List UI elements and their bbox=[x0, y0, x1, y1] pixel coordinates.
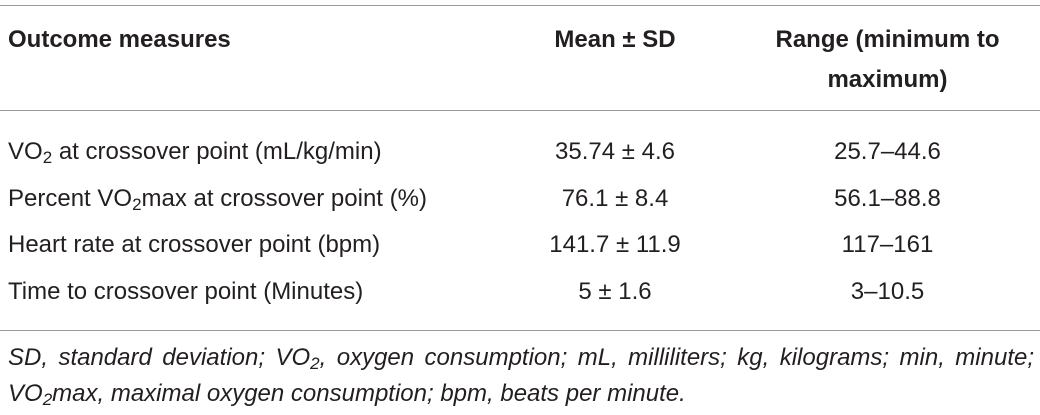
row-label: Time to crossover point (Minutes) bbox=[8, 269, 363, 315]
footnote: SD, standard deviation; VO2, oxygen cons… bbox=[8, 340, 1034, 412]
subscript: 2 bbox=[42, 148, 53, 167]
row-label: Percent VO2max at crossover point (%) bbox=[8, 176, 427, 222]
cell-value: 141.7 ± 11.9 bbox=[549, 231, 681, 259]
subscript: 2 bbox=[132, 194, 142, 214]
text-part: max at crossover point (%) bbox=[141, 184, 427, 212]
top-rule bbox=[0, 5, 1040, 6]
cell-value: 3–10.5 bbox=[850, 278, 925, 306]
header-cell: Range (minimum to maximum) bbox=[775, 26, 1000, 93]
cell-value: 35.74 ± 4.6 bbox=[555, 138, 675, 165]
text-part: VO bbox=[8, 138, 43, 165]
text-part: Percent VO bbox=[8, 184, 133, 212]
text-part: max, maximal oxygen consumption; bpm, be… bbox=[52, 380, 686, 407]
text-part: SD, standard deviation; VO bbox=[8, 344, 311, 371]
bottom-rule bbox=[0, 330, 1040, 331]
cell-value: 56.1–88.8 bbox=[834, 184, 941, 212]
header-cell: Mean ± SD bbox=[554, 26, 676, 53]
text-part: Heart rate at crossover point (bpm) bbox=[8, 231, 381, 259]
subscript: 2 bbox=[42, 390, 53, 409]
header-cell: Outcome measures bbox=[8, 26, 231, 53]
cell-value: 25.7–44.6 bbox=[834, 138, 941, 165]
row-label: VO2 at crossover point (mL/kg/min) bbox=[8, 129, 382, 175]
cell-value: 117–161 bbox=[841, 231, 934, 259]
cell-value: 76.1 ± 8.4 bbox=[561, 184, 669, 212]
cell-value: 5 ± 1.6 bbox=[578, 278, 652, 306]
header-rule bbox=[0, 110, 1040, 111]
subscript: 2 bbox=[310, 354, 320, 373]
row-label: Heart rate at crossover point (bpm) bbox=[8, 222, 380, 268]
text-part: , oxygen consumption; mL, milliliters; k… bbox=[8, 344, 1035, 407]
text-part: at crossover point (mL/kg/min) bbox=[52, 138, 382, 165]
text-part: Time to crossover point (Minutes) bbox=[8, 278, 364, 306]
